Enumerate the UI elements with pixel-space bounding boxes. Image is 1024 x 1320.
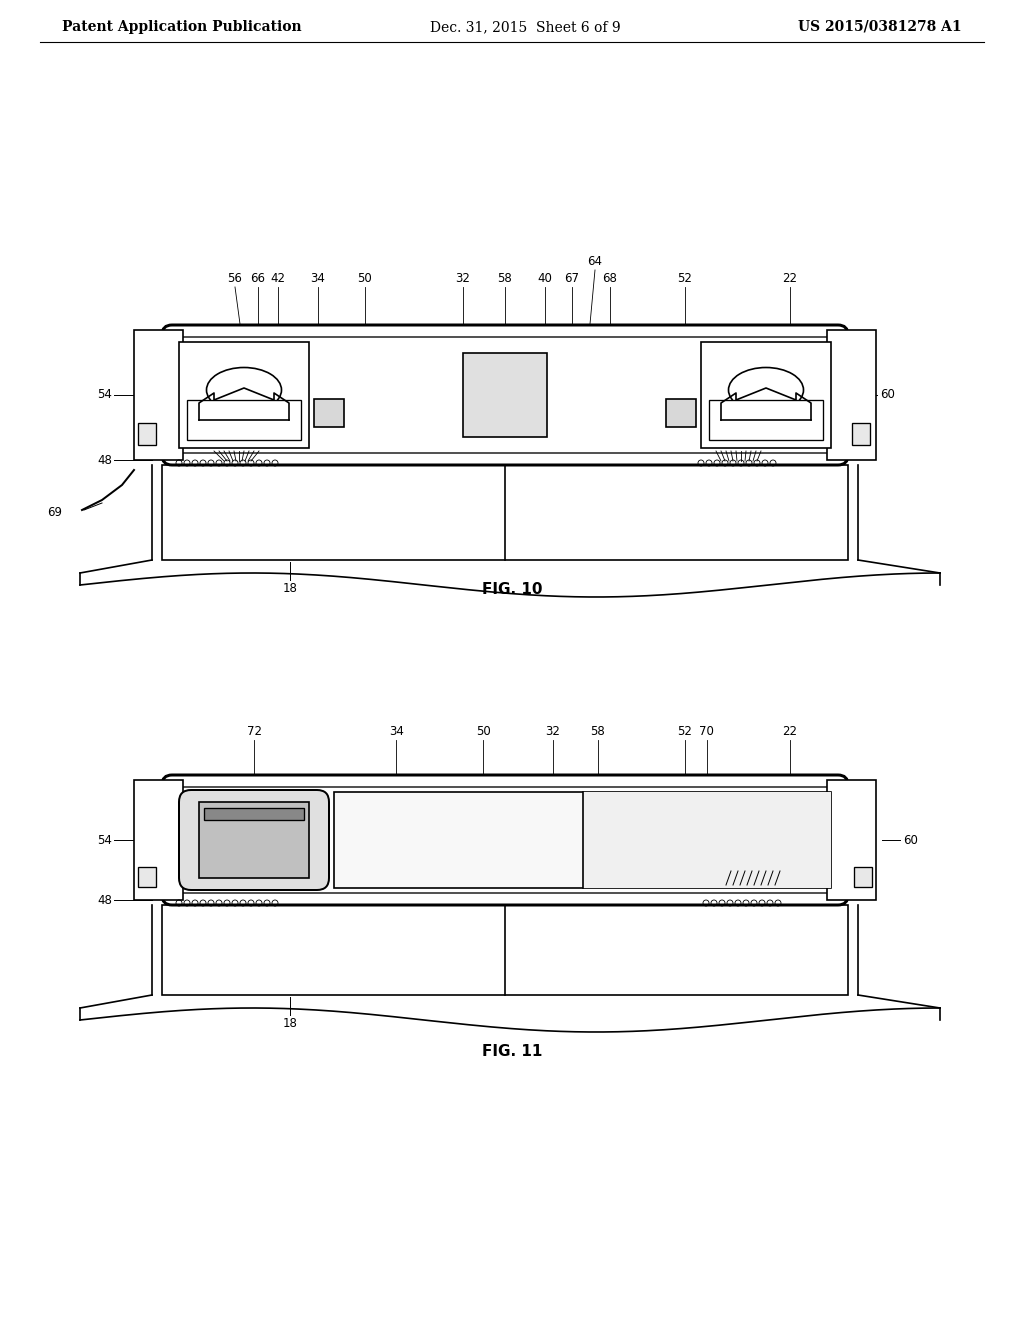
Text: 34: 34 bbox=[310, 272, 326, 285]
FancyBboxPatch shape bbox=[162, 325, 848, 465]
Bar bbox=[199, 803, 309, 878]
Text: 56: 56 bbox=[227, 272, 243, 285]
Text: US 2015/0381278 A1: US 2015/0381278 A1 bbox=[799, 20, 962, 34]
Bar bbox=[583, 792, 831, 888]
Ellipse shape bbox=[207, 367, 282, 412]
Text: 42: 42 bbox=[270, 272, 286, 285]
Text: 40: 40 bbox=[538, 272, 552, 285]
Ellipse shape bbox=[728, 367, 804, 412]
Text: 48: 48 bbox=[97, 454, 112, 466]
Text: FIG. 10: FIG. 10 bbox=[481, 582, 543, 598]
Text: 54: 54 bbox=[97, 388, 112, 401]
Text: 50: 50 bbox=[476, 725, 490, 738]
Bar bbox=[314, 399, 344, 426]
Text: 70: 70 bbox=[699, 725, 714, 738]
Text: FIG. 11: FIG. 11 bbox=[482, 1044, 542, 1060]
Bar bbox=[162, 906, 848, 995]
Text: Dec. 31, 2015  Sheet 6 of 9: Dec. 31, 2015 Sheet 6 of 9 bbox=[430, 20, 621, 34]
Text: 67: 67 bbox=[564, 272, 580, 285]
Text: 68: 68 bbox=[602, 272, 617, 285]
FancyBboxPatch shape bbox=[174, 337, 836, 453]
Bar bbox=[187, 400, 301, 440]
Bar bbox=[138, 867, 156, 887]
Text: 60: 60 bbox=[881, 388, 895, 401]
Text: 69: 69 bbox=[47, 507, 62, 520]
Bar bbox=[204, 808, 304, 820]
Bar bbox=[138, 422, 156, 445]
Text: 50: 50 bbox=[357, 272, 373, 285]
Bar bbox=[134, 330, 182, 459]
Text: 64: 64 bbox=[588, 255, 602, 268]
Bar bbox=[701, 342, 831, 447]
FancyBboxPatch shape bbox=[179, 789, 329, 890]
Text: 52: 52 bbox=[678, 725, 692, 738]
Bar bbox=[162, 465, 848, 560]
Bar bbox=[134, 780, 182, 900]
Text: 32: 32 bbox=[545, 725, 560, 738]
Text: 66: 66 bbox=[251, 272, 265, 285]
Text: 22: 22 bbox=[782, 272, 798, 285]
FancyBboxPatch shape bbox=[162, 775, 848, 906]
Bar bbox=[334, 792, 831, 888]
Bar bbox=[709, 400, 823, 440]
Text: 72: 72 bbox=[247, 725, 261, 738]
Bar bbox=[852, 422, 870, 445]
Bar bbox=[463, 352, 547, 437]
Text: 60: 60 bbox=[903, 833, 918, 846]
FancyBboxPatch shape bbox=[174, 787, 836, 894]
Bar bbox=[666, 399, 696, 426]
Bar bbox=[179, 342, 309, 447]
Text: 54: 54 bbox=[97, 833, 112, 846]
Text: 18: 18 bbox=[283, 582, 297, 595]
Text: 58: 58 bbox=[498, 272, 512, 285]
Text: 58: 58 bbox=[590, 725, 605, 738]
Text: 52: 52 bbox=[678, 272, 692, 285]
Text: 48: 48 bbox=[97, 894, 112, 907]
Text: Patent Application Publication: Patent Application Publication bbox=[62, 20, 302, 34]
Text: 22: 22 bbox=[782, 725, 798, 738]
Text: 34: 34 bbox=[389, 725, 403, 738]
Bar bbox=[854, 867, 872, 887]
Text: 18: 18 bbox=[283, 1016, 297, 1030]
Text: 32: 32 bbox=[456, 272, 470, 285]
Bar bbox=[827, 780, 876, 900]
Bar bbox=[827, 330, 876, 459]
